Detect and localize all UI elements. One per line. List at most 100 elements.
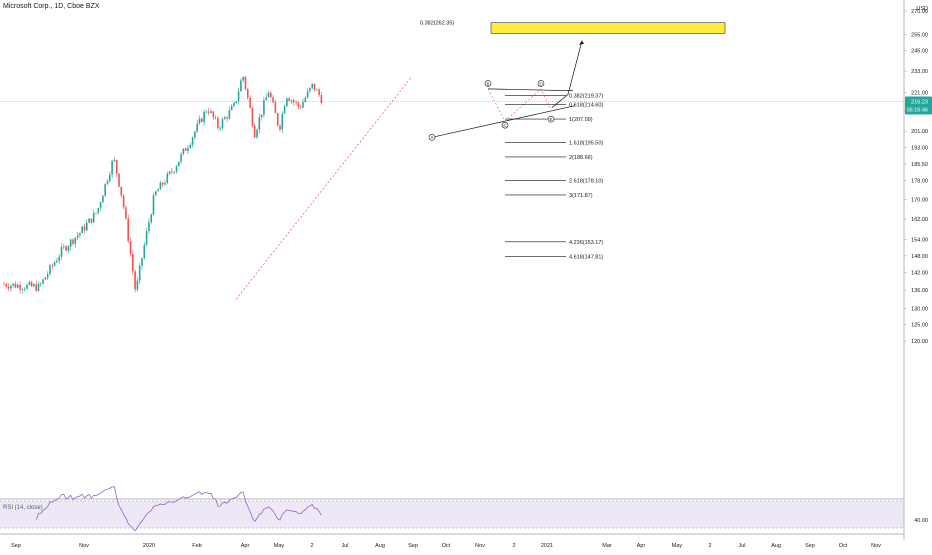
candle-body — [288, 98, 290, 101]
time-tick-label: Sep — [805, 543, 815, 549]
candle-body — [221, 119, 224, 128]
price-tick-label: 136.00 — [911, 288, 928, 294]
candle-body — [141, 258, 143, 266]
candle-body — [168, 171, 171, 174]
candle-body — [145, 231, 148, 245]
price-tick-label: 130.00 — [911, 307, 928, 313]
rsi-indicator-label[interactable]: RSI (14, close) — [3, 505, 43, 511]
candle-body — [306, 91, 309, 98]
candle-body — [253, 125, 256, 138]
candle-body — [99, 202, 102, 208]
time-tick-label: Nov — [79, 543, 89, 549]
candle-body — [83, 226, 86, 231]
candle-body — [152, 195, 155, 215]
candle-body — [247, 88, 249, 98]
rsi-band — [0, 501, 904, 528]
candle-body — [97, 207, 100, 214]
candle-body — [7, 286, 10, 289]
price-tick-label: 125.00 — [911, 323, 928, 329]
candle-body — [161, 182, 164, 185]
candle-body — [143, 244, 146, 259]
candle-body — [5, 284, 8, 287]
fib-level-label: 1.618(195.50) — [569, 140, 603, 146]
candle-body — [67, 246, 70, 251]
candle-body — [302, 101, 304, 108]
time-tick-label: Feb — [192, 543, 201, 549]
fib-level-label: 2.618(178.10) — [569, 178, 603, 184]
candle-body — [201, 118, 203, 122]
symbol-title[interactable]: Microsoft Corp., 1D, Cboe BZX — [3, 3, 100, 10]
fib-level-label: 0.382(219.37) — [569, 94, 603, 100]
time-tick-label: Aug — [771, 543, 781, 549]
candle-body — [19, 284, 21, 290]
wave-label: C — [503, 123, 507, 128]
candle-body — [95, 212, 97, 214]
candle-body — [226, 117, 228, 119]
candle-body — [106, 180, 109, 184]
candle-body — [191, 137, 194, 145]
candle-body — [33, 284, 35, 287]
candle-body — [92, 212, 95, 223]
candle-body — [217, 118, 219, 129]
candle-body — [178, 161, 180, 167]
candle-body — [203, 111, 205, 122]
time-axis[interactable]: Sep Nov 2020 Feb Apr May 2 Jul Aug Sep Oct Nov 2 2021… — [11, 543, 881, 549]
candle-body — [228, 110, 231, 119]
candle-body — [10, 285, 12, 289]
candle-body — [53, 262, 56, 266]
candles — [3, 75, 323, 294]
target-zone — [490, 22, 726, 34]
candle-body — [132, 253, 134, 272]
candle-body — [194, 131, 196, 138]
wave-label: D — [539, 81, 543, 86]
candle-body — [74, 237, 77, 244]
candle-body — [175, 166, 178, 172]
candle-body — [182, 148, 185, 154]
candle-body — [157, 189, 159, 192]
candle-body — [263, 100, 265, 115]
wave-path — [487, 88, 552, 122]
candle-body — [276, 113, 279, 126]
price-axis[interactable]: USD270.00255.00245.00233.00221.00211.002… — [903, 0, 928, 540]
candle-body — [214, 117, 217, 119]
candle-body — [251, 108, 254, 126]
time-tick-label: Nov — [475, 543, 485, 549]
candle-body — [224, 117, 226, 120]
candle-body — [230, 106, 233, 111]
candle-body — [90, 218, 93, 223]
candle-body — [233, 102, 235, 107]
candle-body — [260, 114, 263, 118]
candle-body — [134, 271, 136, 290]
candle-body — [281, 113, 284, 130]
candle-body — [173, 171, 175, 173]
wave-label: E — [549, 117, 552, 122]
candle-body — [286, 98, 288, 107]
candle-body — [270, 92, 272, 98]
time-tick-label: 2 — [708, 543, 711, 549]
candle-body — [316, 89, 318, 91]
time-tick-label: Mar — [602, 543, 612, 549]
price-tick-label: 120.00 — [911, 339, 928, 345]
wave-label: B — [486, 81, 489, 86]
candle-body — [81, 226, 83, 233]
time-tick-label: May — [274, 543, 285, 549]
price-badge-value: 216.23 — [911, 99, 928, 105]
candle-body — [320, 95, 323, 104]
candle-body — [12, 283, 14, 286]
candle-body — [207, 111, 210, 113]
price-badge-bg — [905, 96, 932, 115]
price-tick-label: 162.00 — [911, 217, 928, 223]
breakout-arrow-line — [551, 40, 583, 108]
fib-level-label: 3(171.87) — [569, 193, 593, 199]
candle-body — [102, 195, 104, 203]
fib-level-label: 0.618(214.60) — [569, 103, 603, 109]
time-tick-label: May — [672, 543, 683, 549]
price-tick-label: 245.00 — [911, 49, 928, 55]
time-tick-label: Oct — [442, 543, 451, 549]
candle-body — [235, 101, 238, 103]
time-tick-label: Sep — [408, 543, 418, 549]
candle-body — [63, 246, 65, 248]
candle-body — [49, 265, 51, 274]
